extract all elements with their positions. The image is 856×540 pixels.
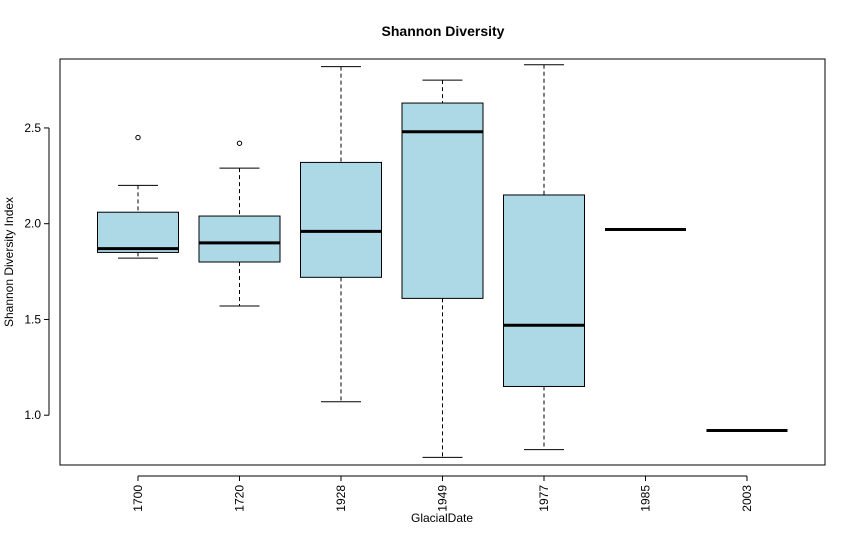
x-axis: 1700 1720 1928 1949 1977 1985 2003 (131, 475, 754, 512)
box-1700 (97, 134, 179, 259)
outlier-point (236, 140, 243, 146)
y-tick-label: 2.0 (24, 217, 41, 231)
y-tick-label: 1.0 (24, 408, 41, 422)
y-axis: 1.0 1.5 2.0 2.5 (24, 121, 50, 422)
plot-frame (59, 58, 826, 466)
outlier-point (135, 134, 141, 141)
x-tick-label: 1700 (131, 485, 145, 512)
y-tick-label: 2.5 (24, 121, 41, 135)
chart-title: Shannon Diversity (382, 23, 505, 39)
iqr-box (198, 215, 281, 263)
x-axis-label: GlacialDate (411, 511, 473, 525)
y-axis-label: Shannon Diversity Index (2, 197, 16, 327)
x-tick-label: 1977 (537, 485, 551, 512)
x-tick-label: 2003 (740, 485, 754, 512)
iqr-box (503, 194, 585, 387)
boxes (97, 64, 788, 458)
x-tick-label: 1928 (334, 485, 348, 512)
x-tick-label: 1949 (436, 485, 450, 512)
y-tick-label: 1.5 (24, 312, 41, 326)
iqr-box (401, 102, 484, 299)
iqr-box (300, 161, 382, 278)
iqr-box (97, 211, 179, 253)
x-tick-label: 1720 (233, 485, 247, 512)
box-1949 (401, 79, 484, 458)
x-tick-label: 1985 (639, 485, 653, 512)
box-1977 (503, 64, 585, 451)
box-1720 (198, 140, 281, 307)
box-1928 (300, 66, 382, 403)
